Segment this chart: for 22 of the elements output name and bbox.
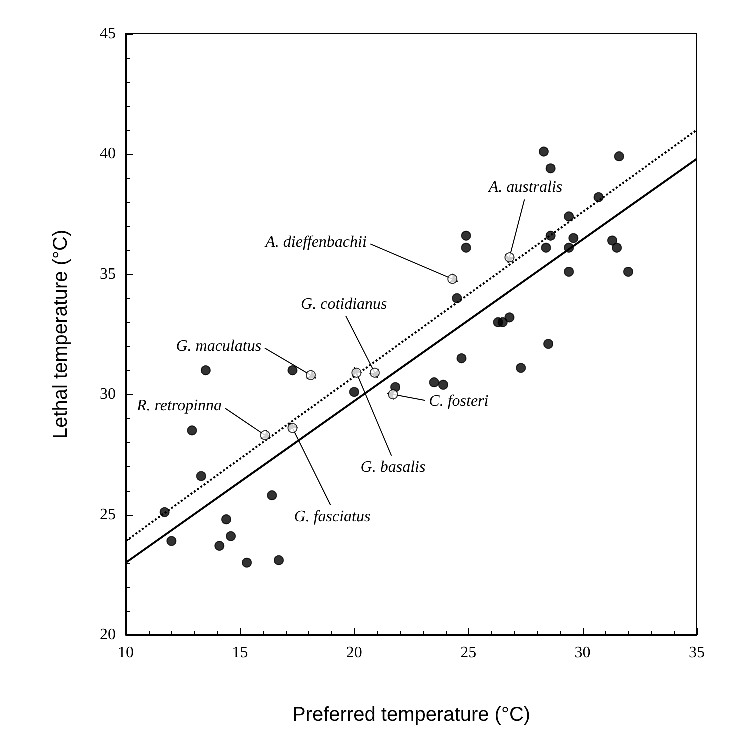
y-tick-label: 25 [100, 506, 116, 524]
y-tick-label: 40 [100, 146, 116, 163]
annotation: A. dieffenbachii [264, 234, 367, 252]
y-tick-label: 45 [100, 26, 116, 42]
annotation: C. fosteri [429, 392, 489, 410]
annotation: G. fasciatus [294, 508, 371, 526]
annotation: G. basalis [360, 459, 426, 476]
y-tick-label: 35 [100, 266, 116, 283]
x-tick-label: 35 [689, 644, 705, 662]
y-tick-label: 20 [100, 626, 116, 644]
x-tick-label: 15 [232, 644, 248, 662]
x-tick-label: 30 [574, 644, 591, 662]
annotation: R. retropinna [136, 398, 222, 415]
x-tick-label: 20 [346, 644, 362, 662]
annotation: G. cotidianus [301, 296, 388, 313]
y-axis-title: Lethal temperature (°C) [50, 230, 72, 440]
annotation: A. australis [488, 179, 563, 196]
x-axis-title: Preferred temperature (°C) [292, 704, 531, 726]
annotation: G. maculatus [176, 338, 262, 355]
y-tick-label: 30 [100, 386, 116, 404]
x-tick-label: 10 [118, 644, 134, 662]
x-tick-label: 25 [460, 644, 477, 662]
